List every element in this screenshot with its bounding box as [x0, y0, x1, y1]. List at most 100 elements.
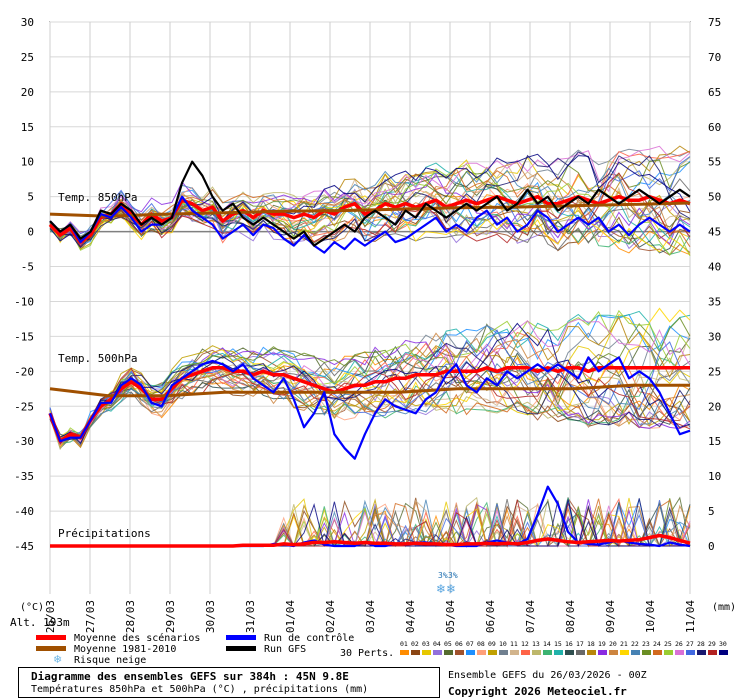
perturbation-id: 25 — [664, 640, 672, 648]
run-info: Ensemble GEFS du 26/03/2026 - 00Z — [448, 670, 647, 681]
x-tick-label: 01/04 — [284, 600, 297, 633]
perturbation-swatch — [686, 650, 695, 655]
legend-label: Run GFS — [264, 644, 306, 655]
perturbation-500-21 — [49, 307, 691, 447]
legend-label: Moyenne des scénarios — [74, 632, 200, 644]
left-tick-label: -45 — [14, 540, 34, 553]
perturbation-id: 27 — [686, 640, 694, 648]
perturbation-id: 07 — [466, 640, 474, 648]
x-tick-label: 06/04 — [484, 600, 497, 633]
perturbation-swatch — [609, 650, 618, 655]
x-tick-label: 27/03 — [84, 600, 97, 633]
perturbation-id: 28 — [697, 640, 705, 648]
x-tick-label: 29/03 — [164, 600, 177, 633]
perturbation-swatch — [697, 650, 706, 655]
perturbation-id: 19 — [598, 640, 606, 648]
left-tick-label: 10 — [21, 156, 34, 169]
panel-label-850: Temp. 850hPa — [58, 191, 137, 204]
perturbation-swatch — [422, 650, 431, 655]
x-tick-label: 04/04 — [404, 600, 417, 633]
perturbation-id: 29 — [708, 640, 716, 648]
left-tick-label: -15 — [14, 330, 34, 343]
perturbation-swatch — [675, 650, 684, 655]
panel-label-precip: Précipitations — [58, 527, 151, 540]
perturbation-id: 11 — [510, 640, 518, 648]
perturbation-swatch — [653, 650, 662, 655]
series-t850-run-de-contr-le — [49, 195, 691, 254]
right-tick-label: 70 — [708, 51, 721, 64]
right-tick-label: 35 — [708, 295, 721, 308]
snowflake-icon: ❄ — [446, 582, 456, 596]
perturbation-swatch — [631, 650, 640, 655]
left-tick-label: 30 — [21, 16, 34, 29]
right-tick-label: 30 — [708, 330, 721, 343]
perturbation-swatch — [598, 650, 607, 655]
perturbation-id: 09 — [488, 640, 496, 648]
perturbation-swatch — [708, 650, 717, 655]
perturbation-id: 24 — [653, 640, 661, 648]
perturbation-id: 10 — [499, 640, 507, 648]
right-tick-label: 45 — [708, 226, 721, 239]
perturbation-id: 12 — [521, 640, 529, 648]
perturbation-id: 17 — [576, 640, 584, 648]
legend-swatch — [226, 646, 256, 651]
perturbation-id: 03 — [422, 640, 430, 648]
perturbation-swatch — [565, 650, 574, 655]
legend-label: Moyenne 1981-2010 — [74, 644, 176, 655]
perturbation-swatch — [499, 650, 508, 655]
x-tick-label: 07/04 — [524, 600, 537, 633]
perturbations-label: 30 Perts. — [340, 648, 394, 659]
series-t500-run-de-contr-le — [48, 356, 691, 460]
footer-title: Diagramme des ensembles GEFS sur 384h : … — [31, 670, 349, 683]
perturbation-500-28 — [49, 342, 691, 442]
left-tick-label: 5 — [27, 191, 34, 204]
perturbation-id: 13 — [532, 640, 540, 648]
snowflake-icon: ❄ — [436, 582, 446, 596]
left-axis-unit: (°C) — [20, 602, 44, 613]
x-tick-label: 08/04 — [564, 600, 577, 633]
x-tick-label: 02/04 — [324, 600, 337, 633]
perturbation-850-18 — [49, 145, 691, 247]
x-tick-label: 26/03 — [44, 600, 57, 633]
left-tick-label: -10 — [14, 295, 34, 308]
legend-label: Risque neige — [74, 655, 146, 666]
x-tick-label: 28/03 — [124, 600, 137, 633]
perturbation-id: 01 — [400, 640, 408, 648]
perturbation-500-23 — [49, 317, 691, 443]
perturbation-swatch — [455, 650, 464, 655]
perturbation-swatch — [587, 650, 596, 655]
x-tick-label: 11/04 — [684, 600, 697, 633]
legend-swatch — [36, 635, 66, 640]
perturbation-id: 16 — [565, 640, 573, 648]
altitude-label: Alt. 193m — [10, 616, 70, 629]
left-tick-label: -40 — [14, 505, 34, 518]
perturbation-swatch — [532, 650, 541, 655]
perturbation-id: 14 — [543, 640, 551, 648]
perturbation-id: 18 — [587, 640, 595, 648]
perturbation-swatch — [466, 650, 475, 655]
perturbation-850-29 — [49, 172, 691, 248]
left-tick-label: -35 — [14, 470, 34, 483]
perturbation-500-08 — [49, 361, 691, 448]
footer-title-box: Diagramme des ensembles GEFS sur 384h : … — [18, 667, 440, 698]
perturbation-id: 22 — [631, 640, 639, 648]
x-tick-label: 31/03 — [244, 600, 257, 633]
right-tick-label: 60 — [708, 121, 721, 134]
perturbation-500-27 — [49, 329, 691, 441]
x-tick-label: 30/03 — [204, 600, 217, 633]
perturbation-id: 23 — [642, 640, 650, 648]
series-t500-moyenne-1981-2010 — [49, 383, 690, 398]
perturbation-id: 15 — [554, 640, 562, 648]
right-tick-label: 25 — [708, 365, 721, 378]
perturbation-id: 04 — [433, 640, 441, 648]
series-precip-moyenne-des-sc-narios — [50, 533, 691, 548]
perturbation-id: 06 — [455, 640, 463, 648]
perturbation-id: 02 — [411, 640, 419, 648]
x-tick-label: 10/04 — [644, 600, 657, 633]
right-axis-unit: (mm) — [712, 602, 736, 613]
perturbation-swatch — [411, 650, 420, 655]
perturbation-id: 26 — [675, 640, 683, 648]
left-tick-label: -20 — [14, 365, 34, 378]
left-tick-label: 20 — [21, 86, 34, 99]
